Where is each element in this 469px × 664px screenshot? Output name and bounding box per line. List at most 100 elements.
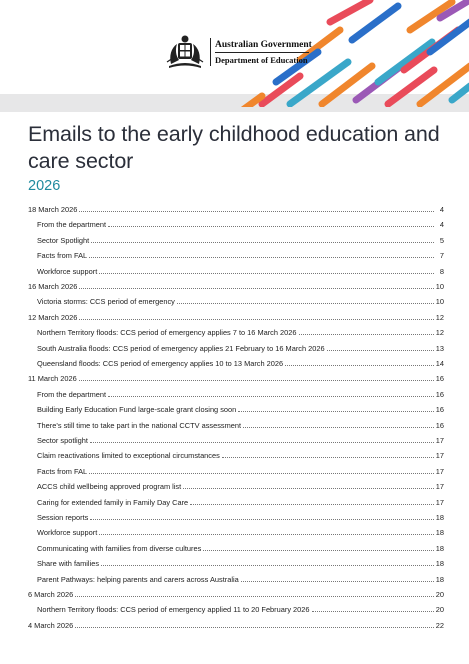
toc-date-entry[interactable]: 4 March 2026 22 <box>28 615 444 630</box>
toc-page-number: 5 <box>439 235 444 245</box>
toc-page-number: 16 <box>435 374 444 384</box>
toc-page-number: 13 <box>435 343 444 353</box>
toc-article-entry[interactable]: Building Early Education Fund large-scal… <box>37 399 444 414</box>
toc-leader-dots <box>90 518 434 520</box>
toc-entry-title: Workforce support <box>37 528 98 538</box>
decorative-stripe <box>416 62 469 107</box>
toc-article-entry[interactable]: Sector spotlight 17 <box>37 430 444 445</box>
toc-page-number: 17 <box>435 482 444 492</box>
toc-article-entry[interactable]: Northern Territory floods: CCS period of… <box>37 599 444 614</box>
toc-date-entry[interactable]: 6 March 2026 20 <box>28 584 444 599</box>
toc-page-number: 18 <box>435 528 444 538</box>
toc-leader-dots <box>176 302 434 305</box>
toc-entry-title: 16 March 2026 <box>28 282 78 291</box>
toc-page-number: 10 <box>435 297 444 307</box>
toc-leader-dots <box>78 379 434 382</box>
toc-page-number: 7 <box>439 251 444 261</box>
toc-page-number: 17 <box>435 466 444 476</box>
decorative-stripe <box>258 72 304 107</box>
toc-leader-dots <box>108 395 434 397</box>
toc-article-entry[interactable]: Queensland floods: CCS period of emergen… <box>37 353 444 368</box>
toc-entry-title: South Australia floods: CCS period of em… <box>37 343 325 353</box>
toc-page-number: 12 <box>435 328 444 338</box>
toc-leader-dots <box>108 225 434 228</box>
toc-leader-dots <box>101 564 434 567</box>
section-year: 2026 <box>28 178 61 194</box>
logo-divider <box>210 38 211 66</box>
toc-article-entry[interactable]: Workforce support 8 <box>37 261 444 276</box>
toc-entry-title: Session reports <box>37 513 89 522</box>
toc-leader-dots <box>89 441 434 443</box>
toc-entry-title: Facts from FAL <box>37 466 88 476</box>
toc-article-entry[interactable]: From the department 16 <box>37 384 444 399</box>
decorative-stripes <box>240 0 469 107</box>
toc-article-entry[interactable]: Claim reactivations limited to exception… <box>37 445 444 460</box>
toc-article-entry[interactable]: Victoria storms: CCS period of emergency… <box>37 291 444 306</box>
toc-article-entry[interactable]: Facts from FAL 7 <box>37 245 444 260</box>
logo-department-name: Department of Education <box>215 55 308 65</box>
toc-page-number: 16 <box>435 389 444 399</box>
toc-entry-title: Northern Territory floods: CCS period of… <box>37 605 310 615</box>
toc-leader-dots <box>79 287 434 289</box>
toc-leader-dots <box>183 487 434 490</box>
toc-leader-dots <box>243 426 434 428</box>
decorative-stripe <box>384 66 438 107</box>
toc-entry-title: Sector spotlight <box>37 436 88 445</box>
logo-government-name: Australian Government <box>215 40 312 50</box>
toc-page-number: 14 <box>435 359 444 368</box>
toc-date-entry[interactable]: 18 March 2026 4 <box>28 199 444 214</box>
toc-article-entry[interactable]: Sector Spotlight 5 <box>37 230 444 245</box>
toc-entry-title: From the department <box>37 389 107 399</box>
toc-page-number: 17 <box>435 436 444 445</box>
toc-article-entry[interactable]: South Australia floods: CCS period of em… <box>37 338 444 353</box>
toc-leader-dots <box>203 549 434 551</box>
toc-leader-dots <box>75 626 434 628</box>
australian-government-logo: Australian Government Department of Educ… <box>163 34 313 70</box>
toc-article-entry[interactable]: Session reports 18 <box>37 507 444 522</box>
decorative-stripe <box>436 0 469 22</box>
toc-page-number: 18 <box>435 574 444 584</box>
toc-page-number: 16 <box>435 420 444 430</box>
toc-entry-title: 6 March 2026 <box>28 590 74 599</box>
toc-entry-title: Northern Territory floods: CCS period of… <box>37 328 297 338</box>
toc-entry-title: Share with families <box>37 559 100 569</box>
toc-article-entry[interactable]: Caring for extended family in Family Day… <box>37 492 444 507</box>
toc-date-entry[interactable]: 16 March 2026 10 <box>28 276 444 291</box>
toc-article-entry[interactable]: From the department 4 <box>37 214 444 229</box>
toc-leader-dots <box>238 410 434 413</box>
toc-article-entry[interactable]: Parent Pathways: helping parents and car… <box>37 569 444 584</box>
toc-leader-dots <box>99 272 434 274</box>
toc-article-entry[interactable]: ACCS child wellbeing approved program li… <box>37 476 444 491</box>
toc-leader-dots <box>89 472 434 474</box>
toc-date-entry[interactable]: 12 March 2026 12 <box>28 307 444 322</box>
toc-date-entry[interactable]: 11 March 2026 16 <box>28 368 444 383</box>
header-band <box>0 94 469 112</box>
toc-leader-dots <box>79 210 434 212</box>
toc-article-entry[interactable]: There’s still time to take part in the n… <box>37 415 444 430</box>
toc-entry-title: From the department <box>37 220 107 230</box>
toc-leader-dots <box>221 456 434 459</box>
toc-entry-title: Workforce support <box>37 266 98 276</box>
toc-page-number: 20 <box>435 590 444 599</box>
toc-article-entry[interactable]: Share with families 18 <box>37 553 444 568</box>
decorative-stripe <box>426 18 469 56</box>
toc-entry-title: Queensland floods: CCS period of emergen… <box>37 359 284 368</box>
toc-entry-title: There’s still time to take part in the n… <box>37 420 242 430</box>
toc-leader-dots <box>285 364 434 366</box>
toc-page-number: 18 <box>435 559 444 569</box>
toc-entry-title: 11 March 2026 <box>28 374 77 384</box>
toc-page-number: 17 <box>435 497 444 507</box>
toc-leader-dots <box>326 349 434 351</box>
decorative-stripe <box>286 58 352 107</box>
toc-article-entry[interactable]: Northern Territory floods: CCS period of… <box>37 322 444 337</box>
toc-entry-title: 4 March 2026 <box>28 620 74 630</box>
toc-article-entry[interactable]: Workforce support 18 <box>37 522 444 537</box>
toc-leader-dots <box>240 580 434 582</box>
toc-article-entry[interactable]: Communicating with families from diverse… <box>37 538 444 553</box>
logo-rule <box>215 52 309 53</box>
toc-entry-title: ACCS child wellbeing approved program li… <box>37 482 182 492</box>
toc-article-entry[interactable]: Facts from FAL 17 <box>37 461 444 476</box>
toc-leader-dots <box>311 610 434 613</box>
toc-leader-dots <box>190 503 434 505</box>
toc-leader-dots <box>99 533 434 536</box>
